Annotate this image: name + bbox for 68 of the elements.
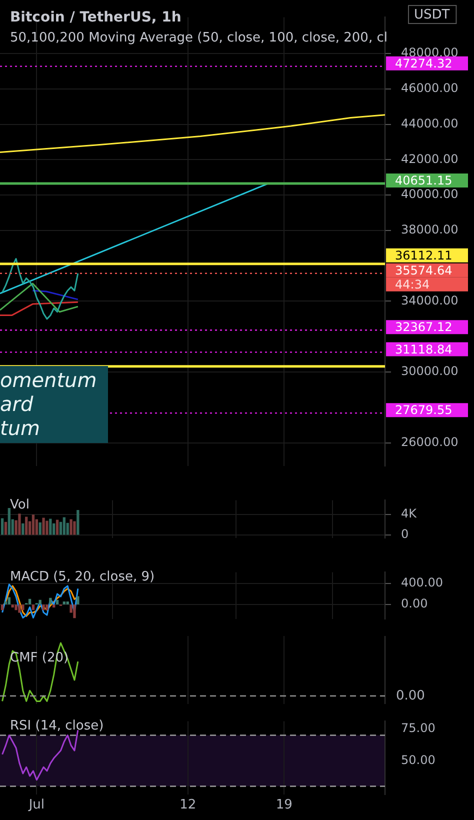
annotation: omentum xyxy=(0,368,98,392)
bar xyxy=(4,522,8,535)
y-tick-label: 400.00 xyxy=(401,575,443,590)
bar xyxy=(0,518,4,535)
bar xyxy=(8,597,10,604)
bar xyxy=(38,600,42,604)
ref-line-label: 36112.11 xyxy=(395,248,452,262)
bar xyxy=(46,520,48,535)
y-tick-label: 44000.00 xyxy=(401,116,458,130)
y-tick-label: 46000.00 xyxy=(401,80,458,95)
bar xyxy=(70,519,72,535)
bar xyxy=(38,522,42,535)
bar xyxy=(73,604,76,618)
bar xyxy=(73,521,76,535)
text: 50,100,200 Moving Average (50, close, 100, close, 200, cl xyxy=(10,30,388,46)
chart-title: Bitcoin / TetherUS, 1h xyxy=(10,10,182,26)
chart-title: Vol xyxy=(10,497,30,512)
y-tick-label: 26000.00 xyxy=(401,434,458,449)
bar xyxy=(42,604,45,610)
x-tick-label: 12 xyxy=(180,798,196,813)
bar xyxy=(56,520,59,535)
annotation: ard xyxy=(0,392,34,416)
bar xyxy=(52,604,56,608)
x-tick-label: Jul xyxy=(28,798,45,813)
bar xyxy=(8,508,10,535)
bar xyxy=(25,516,28,535)
y-tick-label: 75.00 xyxy=(401,720,436,735)
bar xyxy=(56,600,59,604)
bar xyxy=(11,604,14,608)
bar xyxy=(32,604,35,610)
bar xyxy=(62,602,66,604)
x-tick-label: 19 xyxy=(276,798,292,813)
bar xyxy=(18,604,21,613)
chart-title: MACD (5, 20, close, 9) xyxy=(10,569,155,584)
y-tick-label: 0 xyxy=(401,527,409,542)
ref-line-label: 32367.12 xyxy=(395,320,452,334)
bar xyxy=(62,517,66,535)
ref-line-label: 35574.64 44:34 xyxy=(395,263,452,292)
ref-line-label: 27679.55 xyxy=(395,403,452,418)
y-tick-label: 40000.00 xyxy=(401,187,458,202)
ref-line-label: 31118.84 xyxy=(395,342,452,356)
bar xyxy=(22,604,24,610)
bar xyxy=(28,598,32,604)
bar xyxy=(49,598,52,604)
note-box: omentum ard tum xyxy=(0,366,108,443)
y-tick-label: 42000.00 xyxy=(401,152,458,166)
bar xyxy=(76,510,80,535)
y-tick-label: 50.00 xyxy=(401,752,436,767)
bar xyxy=(14,604,18,610)
y-tick-label: 0.00 xyxy=(401,596,428,611)
bar xyxy=(22,523,24,535)
y-tick-label: 4K xyxy=(401,506,418,521)
bar xyxy=(49,518,52,535)
bar xyxy=(66,602,69,604)
bar xyxy=(4,602,8,604)
bar xyxy=(42,518,45,535)
bar xyxy=(46,604,48,610)
annotation: tum xyxy=(0,416,41,440)
bar xyxy=(0,604,4,610)
bar xyxy=(18,514,21,535)
y-axis-title: USDT xyxy=(414,7,450,22)
y-tick-label: 34000.00 xyxy=(401,293,458,308)
y-tick-label: 38000.00 xyxy=(401,222,458,237)
y-tick-label: 30000.00 xyxy=(401,364,458,378)
bar xyxy=(76,596,80,604)
ref-line-label: 40651.15 xyxy=(395,174,452,188)
chart-title: RSI (14, close) xyxy=(10,718,104,734)
bar xyxy=(32,514,35,535)
